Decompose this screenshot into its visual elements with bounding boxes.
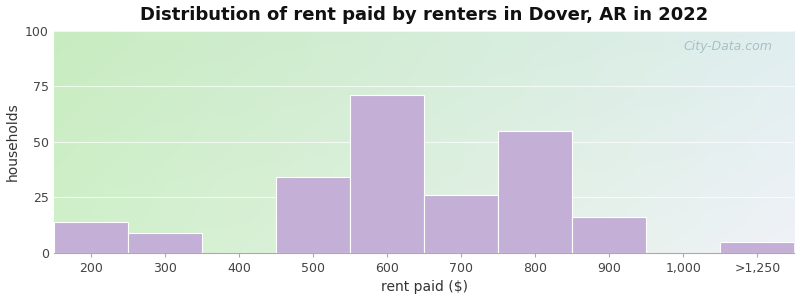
Bar [350, 95, 424, 253]
Y-axis label: households: households [6, 102, 19, 181]
Bar [424, 195, 498, 253]
Bar [276, 177, 350, 253]
Bar [572, 217, 646, 253]
Bar [128, 233, 202, 253]
Bar [54, 222, 128, 253]
Title: Distribution of rent paid by renters in Dover, AR in 2022: Distribution of rent paid by renters in … [140, 6, 708, 24]
Bar [498, 131, 572, 253]
Text: City-Data.com: City-Data.com [683, 40, 772, 52]
X-axis label: rent paid ($): rent paid ($) [381, 280, 468, 294]
Bar [720, 242, 794, 253]
